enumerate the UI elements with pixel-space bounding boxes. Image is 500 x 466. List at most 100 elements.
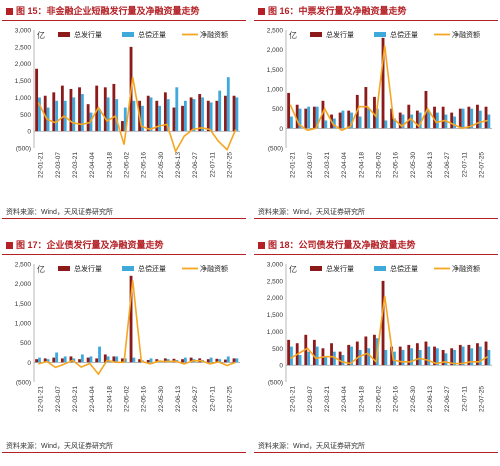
repayment-bar xyxy=(166,99,170,132)
y-tick-label: (500) xyxy=(16,380,31,387)
x-tick-label: 22-04-18 xyxy=(358,386,365,412)
y-tick-label: 0 xyxy=(279,363,283,370)
gross-issuance-bar xyxy=(476,104,479,129)
legend-label: 总发行量 xyxy=(74,30,102,39)
repayment-bar xyxy=(80,94,84,132)
gross-issuance-bar xyxy=(224,359,227,363)
gross-issuance-bar xyxy=(86,357,90,363)
gross-issuance-bar xyxy=(407,344,411,366)
legend-swatch xyxy=(58,32,70,37)
x-tick-label: 22-01-21 xyxy=(38,152,45,178)
chart-title: 图 17：企业债发行量及净融资量走势 xyxy=(16,240,164,250)
x-tick-label: 22-06-13 xyxy=(427,386,434,412)
x-tick-label: 22-06-13 xyxy=(427,152,434,178)
gross-issuance-bar xyxy=(355,341,359,366)
y-tick-label: (500) xyxy=(16,146,31,153)
gross-issuance-bar xyxy=(338,112,342,129)
x-tick-label: 22-07-25 xyxy=(478,152,485,178)
repayment-bar xyxy=(98,346,101,363)
chart-title-bar: 图 16：中票发行量及净融资量走势 xyxy=(254,4,498,21)
source-note: 资料来源：Wind，天风证券研究所 xyxy=(258,209,365,216)
y-tick-label: 2,000 xyxy=(267,295,284,302)
gross-issuance-bar xyxy=(43,95,47,132)
repayment-bar xyxy=(89,356,93,363)
gross-issuance-bar xyxy=(112,356,116,363)
repayment-bar xyxy=(38,357,41,363)
repayment-bar xyxy=(38,97,41,132)
source-note: 资料来源：Wind，天风证券研究所 xyxy=(6,443,113,450)
y-tick-label: 500 xyxy=(272,106,283,113)
chart-panel-17: 图 17：企业债发行量及净融资量走势 亿 2,500 2,000 1,500 1,000… xyxy=(2,236,246,464)
gross-issuance-bar xyxy=(321,100,325,129)
gross-issuance-bar xyxy=(146,95,150,132)
gross-issuance-bar xyxy=(60,85,64,132)
gross-issuance-bar xyxy=(215,358,219,363)
legend-swatch xyxy=(310,266,322,271)
gross-issuance-bar xyxy=(78,359,81,363)
x-tick-label: 22-06-27 xyxy=(192,386,199,412)
x-tick-label: 22-06-27 xyxy=(192,152,199,178)
gross-issuance-bar xyxy=(373,96,376,129)
unit-label: 亿 xyxy=(37,264,45,274)
gross-issuance-bar xyxy=(312,339,316,366)
gross-issuance-bar xyxy=(381,280,385,366)
gross-issuance-bar xyxy=(103,87,107,132)
repayment-bar xyxy=(470,348,474,366)
repayment-bar xyxy=(393,351,396,366)
x-tick-label: 22-05-16 xyxy=(141,152,148,178)
unit-label: 亿 xyxy=(289,264,297,274)
legend-swatch xyxy=(374,266,386,271)
repayment-bar xyxy=(132,357,136,363)
x-tick-label: 22-03-07 xyxy=(307,152,314,178)
repayment-bar xyxy=(461,346,465,366)
repayment-bar xyxy=(72,97,76,132)
gross-issuance-bar xyxy=(95,358,99,363)
gross-issuance-bar xyxy=(373,334,376,366)
gross-issuance-bar xyxy=(35,68,39,132)
gross-issuance-bar xyxy=(458,344,462,366)
chart-title-bar: 图 18：公司债发行量及净融资量走势 xyxy=(254,238,498,255)
repayment-bar xyxy=(209,357,213,363)
repayment-bar xyxy=(332,118,336,129)
y-tick-label: 1,500 xyxy=(267,67,284,74)
repayment-bar xyxy=(418,112,422,129)
gross-issuance-bar xyxy=(364,87,368,129)
legend-swatch xyxy=(58,266,70,271)
gross-issuance-bar xyxy=(163,92,167,132)
repayment-bar xyxy=(470,108,474,129)
gross-issuance-bar xyxy=(381,37,385,129)
repayment-bar xyxy=(307,351,311,366)
gross-issuance-bar xyxy=(206,100,210,132)
repayment-bar xyxy=(435,112,439,129)
y-tick-label: 2,500 xyxy=(267,278,284,285)
legend-swatch xyxy=(310,32,322,37)
repayment-bar xyxy=(478,110,482,129)
repayment-bar xyxy=(418,349,422,366)
repayment-bar xyxy=(46,359,50,363)
y-tick-label: 2,000 xyxy=(267,47,284,54)
gross-issuance-bar xyxy=(415,110,419,129)
gross-issuance-bar xyxy=(467,106,471,129)
repayment-bar xyxy=(341,355,345,366)
gross-issuance-bar xyxy=(338,351,342,366)
gross-issuance-bar xyxy=(476,343,479,366)
gross-issuance-bar xyxy=(441,106,445,129)
repayment-bar xyxy=(332,351,336,366)
gross-issuance-bar xyxy=(224,95,227,132)
gross-issuance-bar xyxy=(484,106,488,129)
repayment-bar xyxy=(298,355,302,366)
gross-issuance-bar xyxy=(121,121,124,132)
legend-label: 总发行量 xyxy=(326,264,354,273)
chart-panel-16: 图 16：中票发行量及净融资量走势 亿 2,500 2,000 1,500 1,000 5… xyxy=(254,2,498,230)
gross-issuance-bar xyxy=(189,97,193,132)
gross-issuance-bar xyxy=(232,358,236,363)
repayment-bar xyxy=(183,100,187,132)
repayment-bar xyxy=(341,110,345,129)
repayment-bar xyxy=(427,110,431,129)
legend-swatch xyxy=(122,32,134,37)
net-financing-line xyxy=(38,280,236,376)
source-note: 资料来源：Wind，天风证券研究所 xyxy=(6,209,113,216)
repayment-bar xyxy=(115,356,119,363)
x-tick-label: 22-05-02 xyxy=(123,152,130,178)
legend-swatch xyxy=(374,32,386,37)
